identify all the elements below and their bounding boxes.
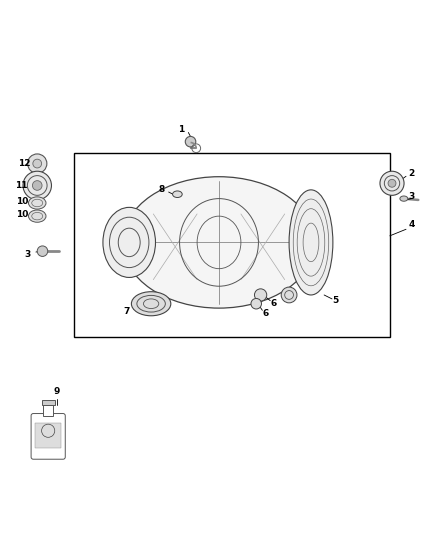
- Circle shape: [254, 289, 267, 301]
- Circle shape: [185, 136, 196, 147]
- Text: 9: 9: [54, 387, 60, 396]
- Text: 10: 10: [16, 211, 28, 219]
- Text: 1: 1: [178, 125, 184, 134]
- Circle shape: [28, 154, 47, 173]
- Text: 2: 2: [409, 169, 415, 178]
- Text: 8: 8: [159, 185, 165, 195]
- Text: 6: 6: [270, 299, 276, 308]
- Bar: [35, 423, 61, 448]
- Ellipse shape: [380, 171, 404, 195]
- Text: 7: 7: [124, 307, 130, 316]
- Ellipse shape: [123, 177, 315, 308]
- Circle shape: [281, 287, 297, 303]
- Ellipse shape: [32, 181, 42, 190]
- Text: 6: 6: [262, 309, 268, 318]
- Ellipse shape: [131, 292, 171, 316]
- Circle shape: [33, 159, 42, 168]
- Circle shape: [251, 298, 261, 309]
- Text: 11: 11: [15, 181, 27, 190]
- Text: 3: 3: [25, 250, 31, 259]
- Ellipse shape: [103, 207, 155, 278]
- Text: 5: 5: [332, 296, 338, 305]
- Ellipse shape: [400, 196, 408, 201]
- Circle shape: [37, 246, 48, 256]
- Ellipse shape: [28, 197, 46, 209]
- Ellipse shape: [23, 171, 52, 200]
- Bar: [42, 400, 55, 405]
- FancyBboxPatch shape: [31, 414, 65, 459]
- Ellipse shape: [388, 179, 396, 187]
- Ellipse shape: [289, 190, 333, 295]
- Text: 10: 10: [16, 197, 28, 206]
- Text: 4: 4: [409, 220, 415, 229]
- Ellipse shape: [28, 210, 46, 222]
- Bar: [43, 405, 53, 416]
- Text: 3: 3: [409, 192, 415, 201]
- Text: 12: 12: [18, 159, 30, 168]
- Bar: [74, 152, 390, 336]
- Ellipse shape: [173, 191, 182, 198]
